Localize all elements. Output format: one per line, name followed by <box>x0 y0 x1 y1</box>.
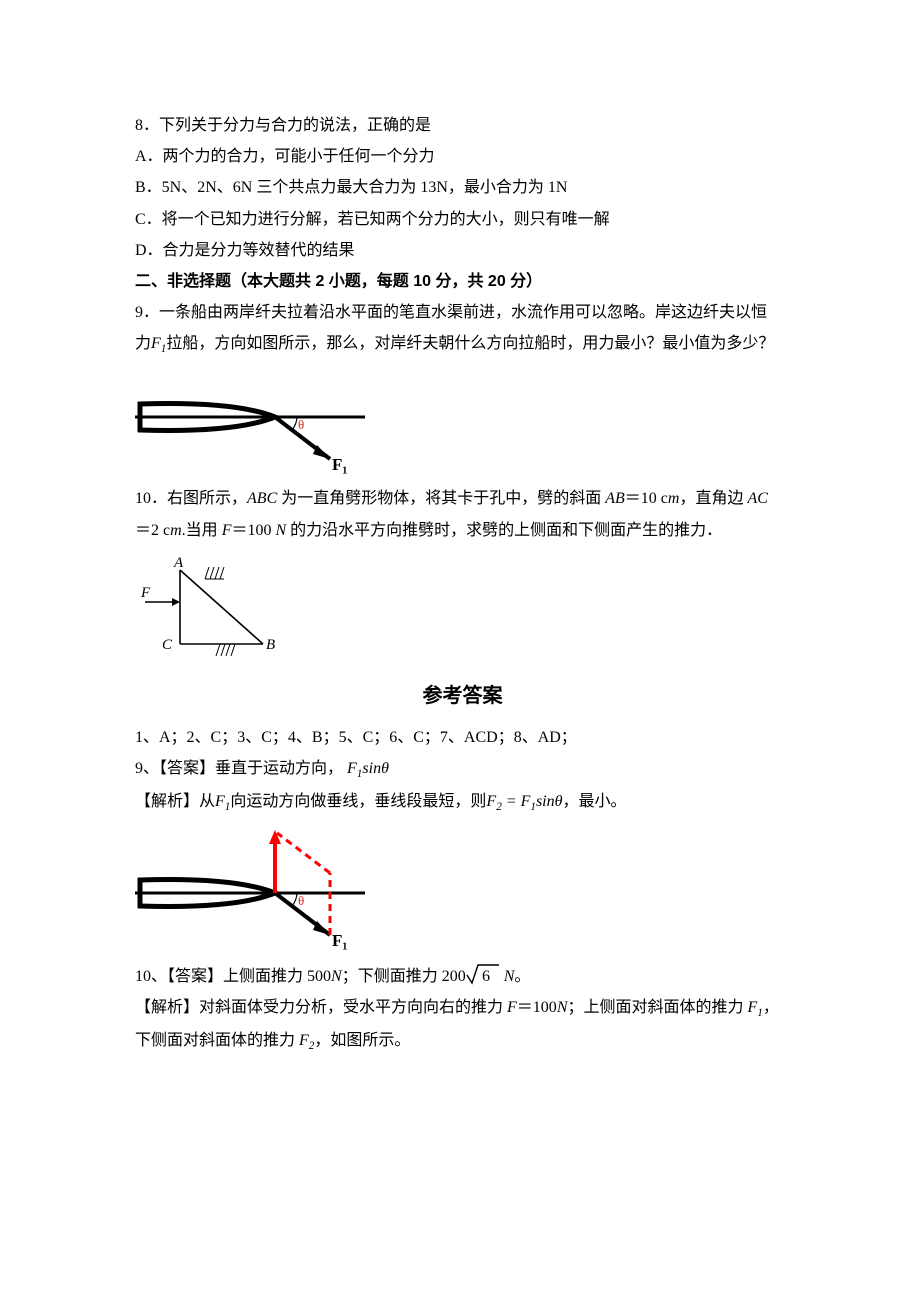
q8-optA: A．两个力的合力，可能小于任何一个分力 <box>135 141 790 172</box>
q9-line2: 力F1拉船，方向如图所示，那么，对岸纤夫朝什么方向拉船时，用力最小？最小值为多少… <box>135 328 790 361</box>
q9-figure: θ F₁ <box>135 367 790 477</box>
ans9-theta-label: θ <box>298 893 304 908</box>
ans9-f1-label: F₁ <box>332 931 347 950</box>
hatch-top <box>205 567 224 579</box>
ans9-F1b: F1 <box>215 793 230 810</box>
ans9-l2a: 【解析】从 <box>135 793 215 810</box>
ans10-N2: N <box>500 968 515 985</box>
ans10-l2e: ；上侧面对斜面体的推力 <box>567 999 747 1016</box>
q9-F1: F1 <box>151 335 166 352</box>
q10-F: F <box>222 522 232 539</box>
ans9-sin2: sin <box>536 793 555 810</box>
F-arrowhead <box>172 598 180 606</box>
ans9-l2d: F <box>486 793 496 810</box>
ans10-l1a: 10、【答案】上侧面推力 500 <box>135 968 331 985</box>
ans10-sqrt: 6 <box>466 968 500 985</box>
q10-l1c: 为一直角劈形物体，将其卡于孔中，劈的斜面 <box>277 490 605 507</box>
ans9-figure: θ F₁ <box>135 825 790 955</box>
ans10-N3: N <box>557 999 568 1016</box>
F-label: F <box>140 585 151 601</box>
q10-line1: 10．右图所示，ABC 为一直角劈形物体，将其卡于孔中，劈的斜面 AB＝10 c… <box>135 483 790 514</box>
answers-mcq: 1、A；2、C；3、C；4、B；5、C；6、C；7、ACD；8、AD； <box>135 722 790 753</box>
C-label: C <box>162 637 173 653</box>
ans10-l1f: 。 <box>514 968 530 985</box>
ans9-theta-arc <box>292 893 297 906</box>
ans9-l2f: F <box>521 793 531 810</box>
hatch-bottom <box>216 644 235 656</box>
ans9-figure-svg: θ F₁ <box>135 825 365 955</box>
q10-l1e: ＝10 c <box>625 490 668 507</box>
ans9-theta: θ <box>381 760 389 777</box>
ans10-l3c: ，如图所示。 <box>314 1032 410 1049</box>
q9-F1-text: F <box>151 335 161 352</box>
ans10-line3: 下侧面对斜面体的推力 F2，如图所示。 <box>135 1025 790 1058</box>
ans9-l2c: 向运动方向做垂线，垂线段最短，则 <box>230 793 486 810</box>
ans10-l2f: F <box>748 999 758 1016</box>
theta-label: θ <box>298 417 304 432</box>
ans10-l1c: ；下侧面推力 200 <box>342 968 466 985</box>
ans10-F: F <box>507 999 517 1016</box>
q10-line2: ＝2 cm.当用 F＝100 N 的力沿水平方向推劈时，求劈的上侧面和下侧面产生… <box>135 515 790 546</box>
A-label: A <box>173 555 184 571</box>
q8-stem: 8．下列关于分力与合力的说法，正确的是 <box>135 110 790 141</box>
q8-optB: B．5N、2N、6N 三个共点力最大合力为 13N，最小合力为 1N <box>135 172 790 203</box>
ans9-line2: 【解析】从F1向运动方向做垂线，垂线段最短，则F2 = F1sinθ，最小。 <box>135 786 790 819</box>
q10-ac: AC <box>747 490 767 507</box>
ans10-F1: F1 <box>748 999 763 1016</box>
ans9-f2-arrowhead <box>269 830 281 844</box>
q10-m1: m <box>668 490 680 507</box>
q10-l1a: 10．右图所示， <box>135 490 247 507</box>
q9-l2b: 拉船，方向如图所示，那么，对岸纤夫朝什么方向拉船时，用力最小？最小值为多少？ <box>166 335 774 352</box>
ans10-l2a: 【解析】对斜面体受力分析，受水平方向向右的推力 <box>135 999 507 1016</box>
q9-line1: 9．一条船由两岸纤夫拉着沿水平面的笔直水渠前进，水流作用可以忽略。岸这边纤夫以恒 <box>135 297 790 328</box>
tri-ab <box>180 570 263 644</box>
section2-heading: 二、非选择题（本大题共 2 小题，每题 10 分，共 20 分） <box>135 266 790 297</box>
q10-l2a: ＝2 c <box>135 522 170 539</box>
q10-figure: F A C B <box>135 552 790 667</box>
f1-label: F₁ <box>332 455 347 474</box>
ans10-l3a: 下侧面对斜面体的推力 <box>135 1032 299 1049</box>
sqrt-icon: 6 <box>466 963 500 985</box>
ans9-F1sin: F1sinθ <box>347 760 389 777</box>
ans10-N1: N <box>331 968 342 985</box>
page: 8．下列关于分力与合力的说法，正确的是 A．两个力的合力，可能小于任何一个分力 … <box>0 0 920 1138</box>
q9-figure-svg: θ F₁ <box>135 367 365 477</box>
ans9-l2i: ，最小。 <box>562 793 626 810</box>
theta-arc <box>292 417 297 430</box>
ans10-l3b: F <box>299 1032 309 1049</box>
ans10-l2c: ＝100 <box>517 999 557 1016</box>
q10-l2g: 的力沿水平方向推劈时，求劈的上侧面和下侧面产生的推力． <box>286 522 722 539</box>
answers-heading: 参考答案 <box>135 677 790 716</box>
ans9-l1a: 9、【答案】垂直于运动方向， <box>135 760 343 777</box>
ans9-line1: 9、【答案】垂直于运动方向， F1sinθ <box>135 753 790 786</box>
q10-l1g: ，直角边 <box>679 490 747 507</box>
ans10-F2: F2 <box>299 1032 314 1049</box>
q8-optC: C．将一个已知力进行分解，若已知两个分力的大小，则只有唯一解 <box>135 204 790 235</box>
ans9-F: F <box>347 760 357 777</box>
ans10-line1: 10、【答案】上侧面推力 500N；下侧面推力 2006 N。 <box>135 961 790 992</box>
q10-l2c: .当用 <box>182 522 222 539</box>
B-label: B <box>266 637 275 653</box>
q8-optD: D．合力是分力等效替代的结果 <box>135 235 790 266</box>
ans10-l2g: ， <box>763 999 779 1016</box>
q10-N: N <box>275 522 286 539</box>
q10-abc: ABC <box>247 490 277 507</box>
q10-figure-svg: F A C B <box>135 552 295 667</box>
q9-l2a: 力 <box>135 335 151 352</box>
ans10-line2: 【解析】对斜面体受力分析，受水平方向向右的推力 F＝100N；上侧面对斜面体的推… <box>135 992 790 1025</box>
svg-text:6: 6 <box>482 968 490 985</box>
ans9-sin: sin <box>362 760 381 777</box>
q10-l2e: ＝100 <box>231 522 275 539</box>
q10-m2: m <box>170 522 182 539</box>
ans9-eq: = <box>502 793 521 810</box>
ans9-l2b: F <box>215 793 225 810</box>
ans9-F1c: F1 <box>521 793 536 810</box>
ans9-F2: F2 <box>486 793 501 810</box>
ans9-dash2 <box>277 833 330 873</box>
q10-ab: AB <box>605 490 625 507</box>
